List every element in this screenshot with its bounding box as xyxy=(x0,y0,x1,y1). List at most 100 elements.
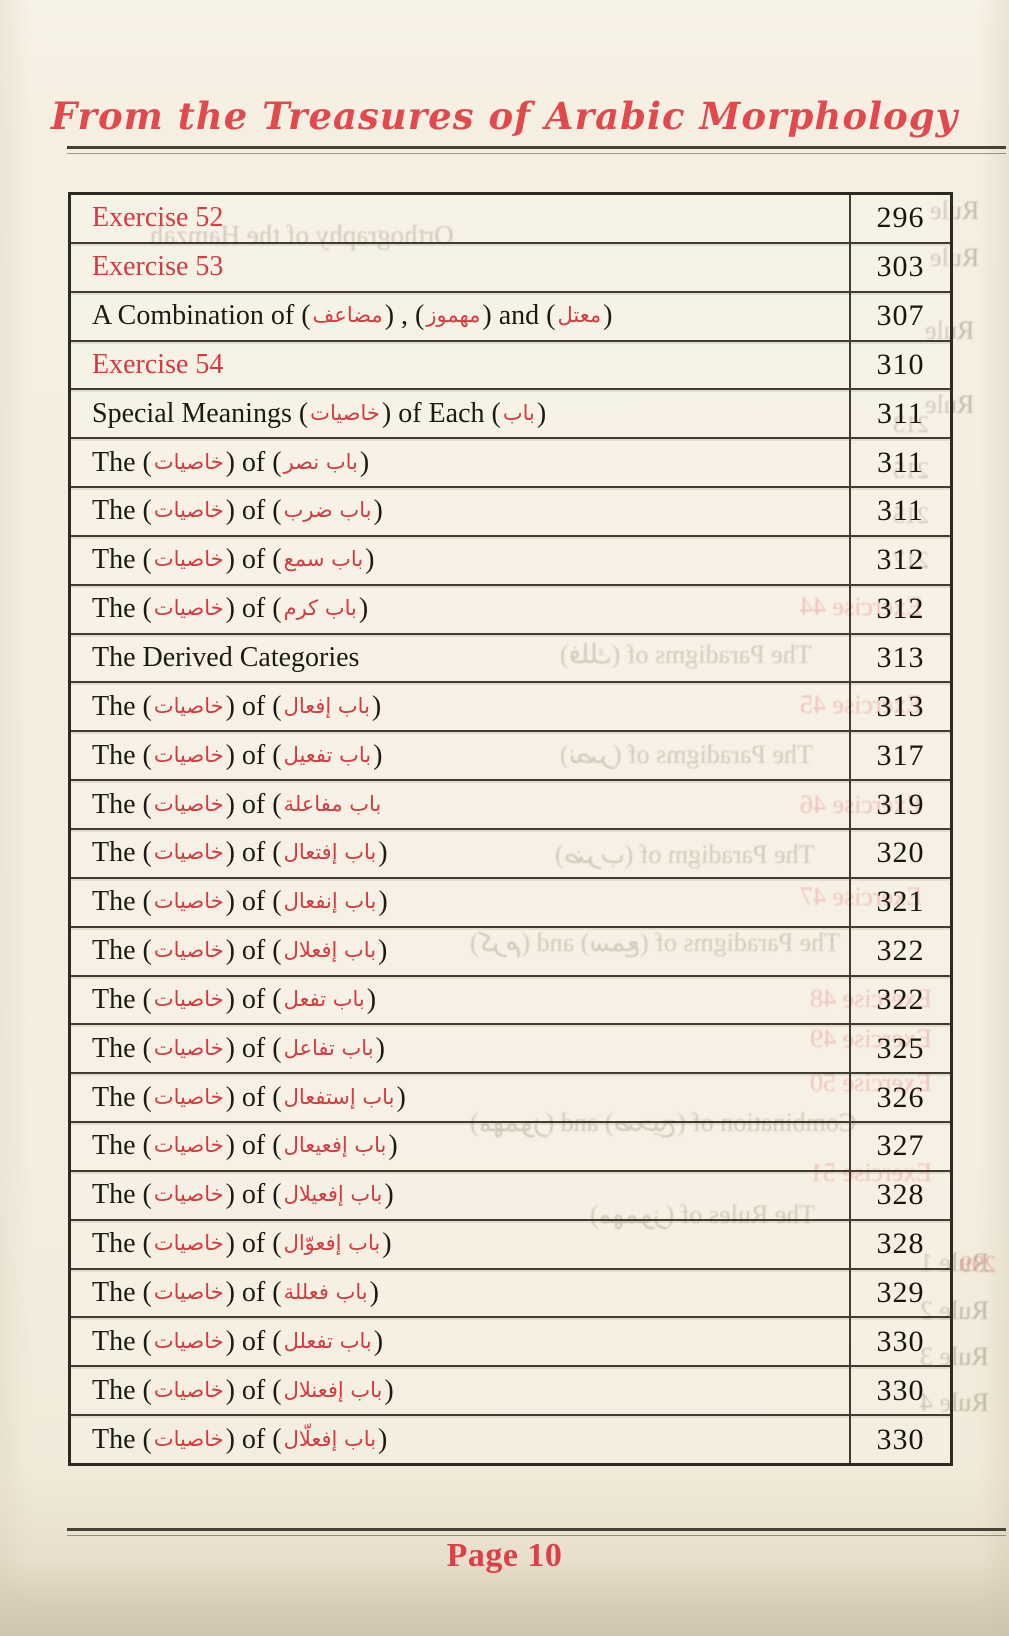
row-title-text: ) xyxy=(359,446,370,478)
row-page-number: 326 xyxy=(849,1074,950,1122)
row-title-text: ) of Each ( xyxy=(381,397,501,429)
row-page-number: 307 xyxy=(849,292,950,340)
row-title-text: The ( xyxy=(92,690,152,722)
row-title-text: ) xyxy=(384,1179,394,1211)
table-row: The (خاصيات) of (باب إفعنلال) 330 xyxy=(71,1365,950,1415)
arabic-term: خاصيات xyxy=(153,742,224,767)
row-title-text: Special Meanings ( xyxy=(92,397,309,429)
row-title: The (خاصيات) of (باب كرم) xyxy=(71,586,849,633)
row-page-number: 313 xyxy=(849,683,950,731)
table-row: The Derived Categories 313 xyxy=(71,632,950,682)
row-title-text: ) of ( xyxy=(225,886,282,918)
arabic-term: باب إفعلال xyxy=(283,938,377,963)
table-row: Exercise 52 296 xyxy=(71,195,950,242)
row-title-text: ) of ( xyxy=(225,1423,282,1455)
arabic-term: باب إفعلّال xyxy=(283,1426,377,1451)
row-title-text: ) of ( xyxy=(225,739,282,771)
arabic-term: باب كرم xyxy=(283,596,357,621)
row-title-text: ) of ( xyxy=(225,544,282,576)
arabic-term: خاصيات xyxy=(153,938,224,963)
table-row: The (خاصيات) of (باب كرم) 312 xyxy=(71,583,950,633)
row-page-number: 328 xyxy=(849,1220,950,1268)
row-title-text: The ( xyxy=(92,495,152,527)
table-row: The (خاصيات) of (باب إستفعال) 326 xyxy=(71,1072,950,1122)
arabic-term: باب إفعيعال xyxy=(283,1133,387,1158)
row-title: The (خاصيات) of (باب إفعلّال) xyxy=(71,1416,849,1463)
row-title-text: ) of ( xyxy=(225,1228,282,1260)
row-title-text: The ( xyxy=(92,593,152,625)
row-title-text: The ( xyxy=(92,1423,152,1455)
row-title-text: ) of ( xyxy=(225,1325,282,1357)
row-title-text: The ( xyxy=(92,788,152,820)
footer-rule xyxy=(67,1528,1006,1536)
row-title-text: The ( xyxy=(92,1325,152,1357)
row-title-text: The ( xyxy=(92,1179,152,1211)
row-title-text: ) of ( xyxy=(225,446,282,478)
row-page-number: 327 xyxy=(849,1123,950,1170)
row-page-number: 330 xyxy=(849,1416,950,1463)
row-title-text: ) xyxy=(382,1228,392,1260)
arabic-term: باب إفعال xyxy=(283,693,370,718)
row-title-text: The ( xyxy=(92,446,152,478)
arabic-term: باب إفعنلال xyxy=(283,1377,383,1402)
row-title-text: ) xyxy=(365,544,375,576)
row-title-text: ) of ( xyxy=(225,495,282,527)
row-title-text: ) xyxy=(378,935,388,967)
row-title-text: The Derived Categories xyxy=(92,642,360,674)
row-title-text: ) xyxy=(388,1130,398,1162)
row-title-text: ) of ( xyxy=(225,788,282,820)
row-title-text: ) of ( xyxy=(225,1081,282,1113)
row-title-text: ) xyxy=(378,1423,388,1455)
row-title-text: ) xyxy=(396,1081,406,1113)
row-title: Special Meanings (خاصيات) of Each (باب) xyxy=(71,390,849,437)
row-title-text: Exercise 53 xyxy=(92,251,224,283)
arabic-term: خاصيات xyxy=(153,693,224,718)
row-page-number: 321 xyxy=(849,878,950,926)
row-page-number: 325 xyxy=(849,1025,950,1073)
row-title-text: ) xyxy=(378,886,388,918)
row-title-text: The ( xyxy=(92,1032,152,1064)
table-row: The (خاصيات) of (باب إنفعال) 321 xyxy=(71,876,950,926)
table-row: The (خاصيات) of (باب سمع) 312 xyxy=(71,534,950,584)
row-title-text: ) of ( xyxy=(225,837,282,869)
row-title-text: ) of ( xyxy=(225,1130,282,1162)
row-title: The (خاصيات) of (باب إنفعال) xyxy=(71,879,849,926)
toc-table: Exercise 52 296 Exercise 53 303 A Combinatio… xyxy=(68,192,953,1466)
row-title-text: ) xyxy=(371,690,382,722)
row-title-text: ) of ( xyxy=(225,1276,282,1308)
row-title-text: The ( xyxy=(92,1276,152,1308)
table-row: The (خاصيات) of (باب إفعيعال) 327 xyxy=(71,1121,950,1170)
arabic-term: خاصيات xyxy=(153,840,224,865)
arabic-term: مهموز xyxy=(426,303,481,328)
row-page-number: 320 xyxy=(849,829,950,877)
row-title: The (خاصيات) of (باب فعللة) xyxy=(71,1270,849,1317)
row-title-text: The ( xyxy=(92,837,152,869)
arabic-term: باب إستفعال xyxy=(283,1084,395,1109)
page-title: From the Treasures of Arabic Morphology xyxy=(50,94,959,138)
row-title-text: ) xyxy=(373,739,383,771)
arabic-term: باب سمع xyxy=(283,547,364,572)
arabic-term: خاصيات xyxy=(153,986,224,1011)
arabic-term: باب تفاعل xyxy=(283,1035,374,1060)
row-page-number: 312 xyxy=(849,536,950,584)
arabic-term: باب إفتعال xyxy=(283,840,377,865)
row-title-text: The ( xyxy=(92,1130,152,1162)
table-row: The (خاصيات) of (باب إفعلّال) 330 xyxy=(71,1414,950,1463)
row-title-text: ) xyxy=(375,1032,385,1064)
arabic-term: خاصيات xyxy=(153,1035,224,1060)
row-title: The (خاصيات) of (باب إفتعال) xyxy=(71,830,849,877)
table-row: Exercise 54 310 xyxy=(71,339,950,389)
row-page-number: 319 xyxy=(849,781,950,828)
row-title-text: A Combination of ( xyxy=(92,300,311,332)
table-row: Special Meanings (خاصيات) of Each (باب) 3… xyxy=(71,388,950,438)
arabic-term: باب نصر xyxy=(283,449,358,474)
row-title-text: ) xyxy=(378,837,388,869)
arabic-term: خاصيات xyxy=(153,449,224,474)
row-title-text: ) xyxy=(369,1276,379,1308)
table-row: A Combination of (مضاعف) , (مهموز) and (… xyxy=(71,290,950,340)
row-title-text: ) xyxy=(384,1374,394,1406)
row-title: The (خاصيات) of (باب إفعيعال) xyxy=(71,1123,849,1170)
row-page-number: 312 xyxy=(849,585,950,633)
table-row: The (خاصيات) of (باب إفعلال) 322 xyxy=(71,925,950,975)
